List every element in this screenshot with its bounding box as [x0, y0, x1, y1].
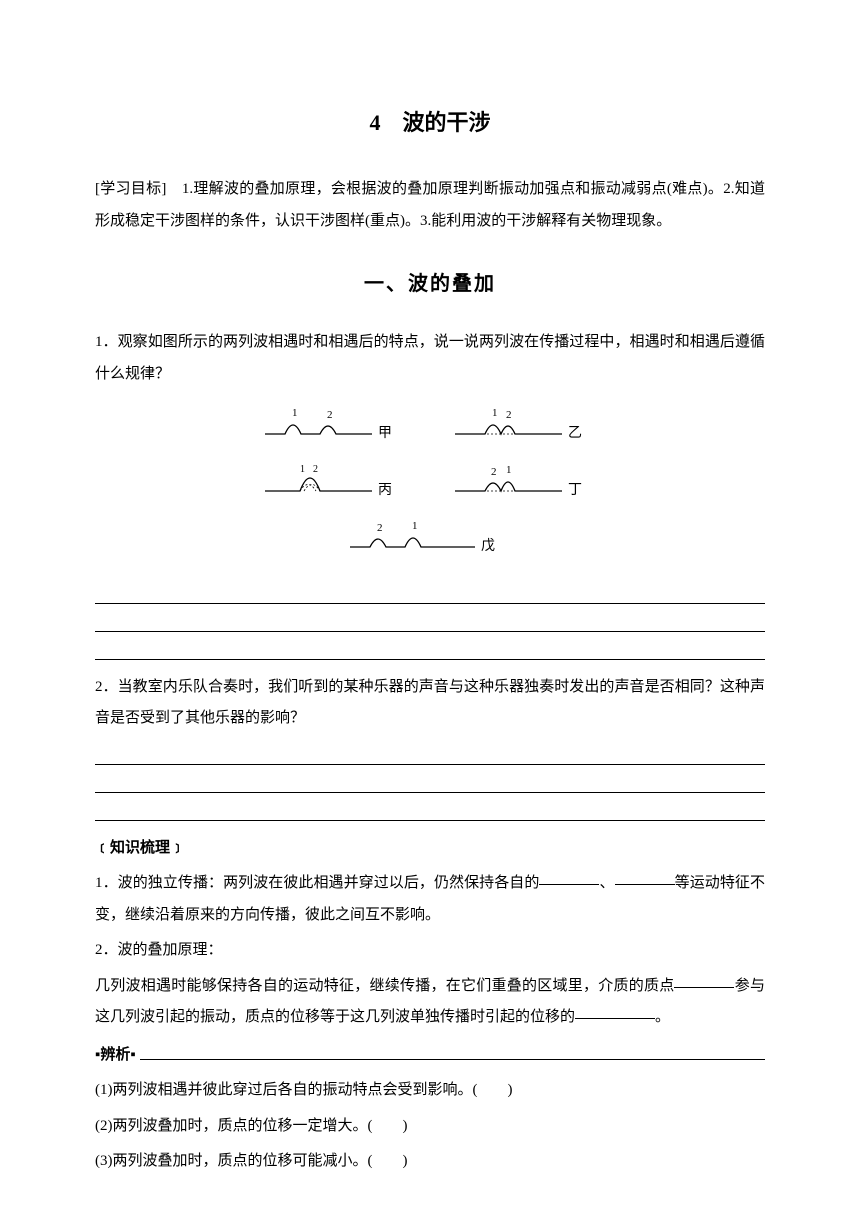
fig-label: 1: [292, 407, 298, 419]
fig-label: 1: [300, 464, 305, 475]
fig-label: 2: [491, 466, 497, 478]
figure-wu: 2 1 戊: [345, 517, 515, 570]
k1-text-pre: 1．波的独立传播：两列波在彼此相遇并穿过以后，仍然保持各自的: [95, 875, 539, 891]
blank-line[interactable]: [95, 580, 765, 604]
blank-field[interactable]: [674, 973, 734, 988]
section-title-1: 一、波的叠加: [95, 263, 765, 305]
knowledge-item-1: 1．波的独立传播：两列波在彼此相遇并穿过以后，仍然保持各自的、等运动特征不变，继…: [95, 868, 765, 931]
analysis-item-3: (3)两列波叠加时，质点的位移可能减小。( ): [95, 1146, 765, 1178]
figure-ding: 2 1 丁: [450, 461, 600, 514]
learning-objectives: [学习目标] 1.理解波的叠加原理，会根据波的叠加原理判断振动加强点和振动减弱点…: [95, 174, 765, 237]
fig-label: 2: [377, 522, 383, 534]
figure-row-2: 1 2 丙 2 1 丁: [95, 461, 765, 514]
fig-caption: 丙: [378, 483, 392, 498]
figure-yi: 1 2 乙: [450, 404, 600, 457]
blank-line[interactable]: [95, 741, 765, 765]
blank-line[interactable]: [95, 608, 765, 632]
subheading-analysis: ▪辨析▪: [95, 1040, 765, 1072]
fig-caption: 戊: [481, 538, 495, 554]
answer-lines-2: [95, 741, 765, 821]
figure-bing: 1 2 丙: [260, 461, 410, 514]
k2-end: 。: [655, 1009, 670, 1025]
fig-caption: 甲: [378, 426, 392, 441]
question-1: 1．观察如图所示的两列波相遇时和相遇后的特点，说一说两列波在传播过程中，相遇时和…: [95, 327, 765, 390]
fig-label: 2: [313, 464, 318, 475]
blank-field[interactable]: [575, 1004, 655, 1019]
subhead-label-2: ▪辨析▪: [95, 1040, 136, 1072]
question-2: 2．当教室内乐队合奏时，我们听到的某种乐器的声音与这种乐器独奏时发出的声音是否相…: [95, 672, 765, 735]
fig-label: 2: [506, 409, 512, 421]
figure-row-3: 2 1 戊: [95, 517, 765, 570]
fig-label: 1: [412, 520, 418, 532]
figure-row-1: 1 2 甲 1 2 乙: [95, 404, 765, 457]
fig-label: 1: [492, 407, 498, 419]
blank-field[interactable]: [539, 870, 599, 885]
blank-line[interactable]: [95, 636, 765, 660]
figure-jia: 1 2 甲: [260, 404, 410, 457]
knowledge-item-2-body: 几列波相遇时能够保持各自的运动特征，继续传播，在它们重叠的区域里，介质的质点参与…: [95, 971, 765, 1034]
fig-caption: 丁: [568, 483, 582, 498]
subhead-rule: [140, 1059, 765, 1060]
subheading-knowledge: ﹝知识梳理﹞: [95, 833, 765, 865]
blank-line[interactable]: [95, 769, 765, 793]
analysis-item-2: (2)两列波叠加时，质点的位移一定增大。( ): [95, 1111, 765, 1143]
k1-sep: 、: [599, 875, 614, 891]
figure-area: 1 2 甲 1 2 乙 1 2 丙: [95, 404, 765, 570]
analysis-item-1: (1)两列波相遇并彼此穿过后各自的振动特点会受到影响。( ): [95, 1075, 765, 1107]
page-title: 4 波的干涉: [95, 100, 765, 146]
k2-pre: 几列波相遇时能够保持各自的运动特征，继续传播，在它们重叠的区域里，介质的质点: [95, 978, 674, 994]
fig-caption: 乙: [568, 425, 582, 441]
answer-lines-1: [95, 580, 765, 660]
blank-field[interactable]: [615, 870, 675, 885]
knowledge-item-2-head: 2．波的叠加原理：: [95, 935, 765, 967]
subhead-label: ﹝知识梳理﹞: [95, 833, 185, 865]
blank-line[interactable]: [95, 797, 765, 821]
fig-label: 2: [327, 409, 333, 421]
fig-label: 1: [506, 464, 512, 476]
